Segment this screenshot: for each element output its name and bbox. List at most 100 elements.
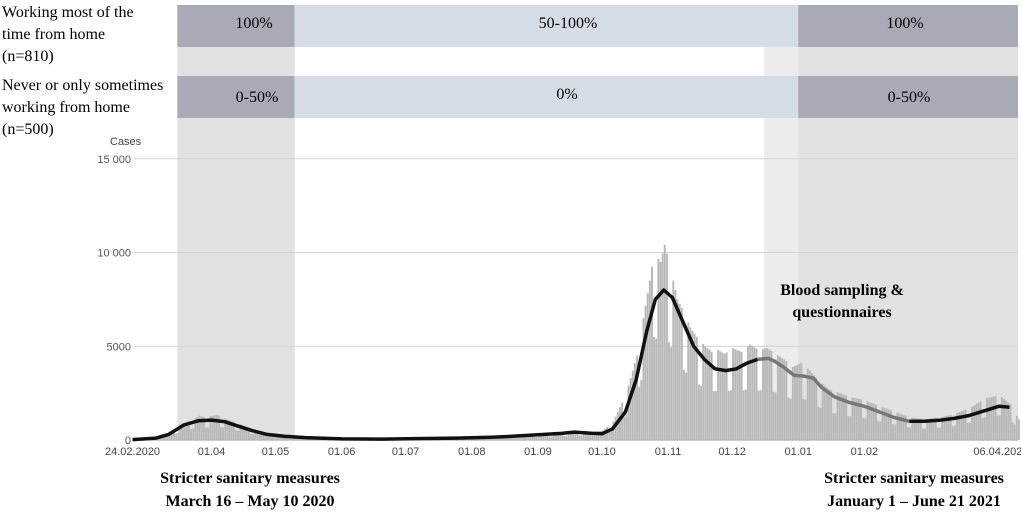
daily-case-bar bbox=[779, 356, 781, 440]
daily-case-bar bbox=[576, 431, 579, 440]
measures-1-label-1: Stricter sanitary measures bbox=[160, 470, 340, 487]
row-label-home-1: Working most of the bbox=[2, 4, 134, 21]
daily-case-bar bbox=[674, 290, 677, 440]
daily-case-bar bbox=[704, 346, 707, 440]
daily-case-bar bbox=[700, 385, 703, 440]
x-tick-label: 06.04.2021 bbox=[973, 446, 1021, 458]
daily-case-bar bbox=[875, 404, 877, 440]
daily-case-bar bbox=[836, 392, 839, 440]
daily-case-bar bbox=[608, 431, 611, 440]
daily-case-bar bbox=[597, 431, 600, 440]
daily-case-bar bbox=[757, 390, 760, 440]
daily-case-bar bbox=[811, 372, 813, 440]
daily-case-bar bbox=[183, 423, 186, 440]
sampling-label-1: Blood sampling & bbox=[780, 282, 904, 299]
daily-case-bar bbox=[843, 394, 845, 440]
daily-case-bar bbox=[883, 407, 886, 440]
x-tick-label: 01.01 bbox=[784, 446, 812, 458]
daily-case-bar bbox=[825, 387, 828, 440]
daily-case-bar bbox=[676, 299, 679, 440]
measures-2-label-1: Stricter sanitary measures bbox=[824, 470, 1004, 487]
measures-period-2-shade bbox=[798, 5, 1018, 440]
y-tick-label: 0 bbox=[125, 435, 131, 447]
daily-case-bar bbox=[747, 346, 749, 440]
daily-case-bar bbox=[971, 406, 973, 440]
daily-case-bar bbox=[926, 419, 929, 440]
daily-case-bar bbox=[266, 436, 269, 440]
daily-case-bar bbox=[623, 416, 626, 440]
daily-case-bar bbox=[582, 431, 585, 440]
daily-case-bar bbox=[791, 366, 794, 440]
daily-case-bar bbox=[949, 414, 952, 440]
daily-case-bar bbox=[589, 431, 592, 440]
daily-case-bar bbox=[742, 390, 745, 440]
daily-case-bar bbox=[668, 342, 671, 440]
daily-case-bar bbox=[896, 412, 899, 440]
daily-case-bar bbox=[840, 393, 843, 440]
daily-case-bar bbox=[717, 350, 720, 440]
daily-case-bar bbox=[853, 397, 856, 440]
daily-case-bar bbox=[175, 433, 178, 440]
daily-case-bar bbox=[663, 245, 666, 440]
daily-case-bar bbox=[977, 402, 980, 440]
daily-case-bar bbox=[732, 348, 735, 440]
daily-case-bar bbox=[913, 418, 916, 440]
daily-case-bar bbox=[614, 416, 617, 440]
daily-case-bar bbox=[202, 416, 205, 440]
daily-case-bar bbox=[621, 402, 624, 440]
daily-case-bar bbox=[695, 336, 698, 440]
daily-case-bar bbox=[591, 431, 594, 440]
daily-case-bar bbox=[537, 434, 540, 440]
daily-case-bar bbox=[796, 365, 799, 440]
daily-case-bar bbox=[759, 390, 762, 440]
daily-case-bar bbox=[774, 392, 777, 440]
daily-case-bar bbox=[834, 413, 837, 440]
daily-case-bar bbox=[964, 409, 967, 440]
daily-case-bar bbox=[785, 361, 788, 440]
daily-case-bar bbox=[1009, 404, 1012, 440]
smoothed-line-segment-before-sampling bbox=[132, 288, 759, 442]
daily-case-bar bbox=[764, 348, 767, 440]
daily-case-bar bbox=[838, 393, 841, 440]
daily-case-bar bbox=[593, 435, 596, 440]
daily-case-bar bbox=[885, 408, 888, 440]
daily-case-bar bbox=[719, 351, 722, 440]
daily-case-bar bbox=[296, 438, 299, 440]
daily-case-bar bbox=[857, 399, 860, 440]
daily-case-bar bbox=[996, 415, 999, 440]
daily-case-bar bbox=[601, 430, 604, 440]
daily-case-bar bbox=[194, 417, 197, 440]
daily-case-bar bbox=[687, 322, 690, 440]
x-tick-label: 01.11 bbox=[655, 446, 682, 458]
daily-case-bar bbox=[196, 416, 199, 440]
daily-case-bar bbox=[215, 414, 218, 440]
daily-case-bar bbox=[619, 407, 621, 440]
daily-case-bar bbox=[606, 426, 609, 440]
daily-case-bar bbox=[659, 261, 662, 440]
row-label-home-2: time from home bbox=[2, 26, 105, 43]
daily-case-bar bbox=[237, 430, 240, 440]
daily-case-bar bbox=[1018, 419, 1020, 440]
y-tick-label: 5000 bbox=[107, 341, 131, 353]
measures-period-1-shade bbox=[177, 5, 295, 440]
daily-case-bar bbox=[766, 348, 769, 440]
daily-case-bar bbox=[207, 427, 210, 440]
daily-case-bar bbox=[565, 435, 568, 440]
daily-case-bar bbox=[604, 428, 606, 440]
daily-case-bar bbox=[879, 421, 882, 440]
daily-case-bar bbox=[503, 437, 506, 440]
daily-case-bar bbox=[1013, 424, 1016, 440]
background-layer bbox=[177, 5, 1018, 440]
daily-case-bar bbox=[847, 415, 850, 440]
daily-case-bar bbox=[729, 390, 732, 440]
daily-case-bar bbox=[655, 338, 658, 440]
daily-case-bar bbox=[939, 427, 941, 440]
daily-case-bar bbox=[904, 415, 907, 440]
daily-case-bar bbox=[928, 418, 931, 440]
daily-case-bar bbox=[249, 433, 252, 440]
daily-case-bar bbox=[217, 415, 220, 440]
row-label-home-3: (n=810) bbox=[2, 48, 54, 65]
daily-case-bar bbox=[866, 401, 869, 440]
row-label-office-1: Never or only sometimes bbox=[2, 77, 163, 94]
daily-case-bar bbox=[678, 303, 681, 440]
